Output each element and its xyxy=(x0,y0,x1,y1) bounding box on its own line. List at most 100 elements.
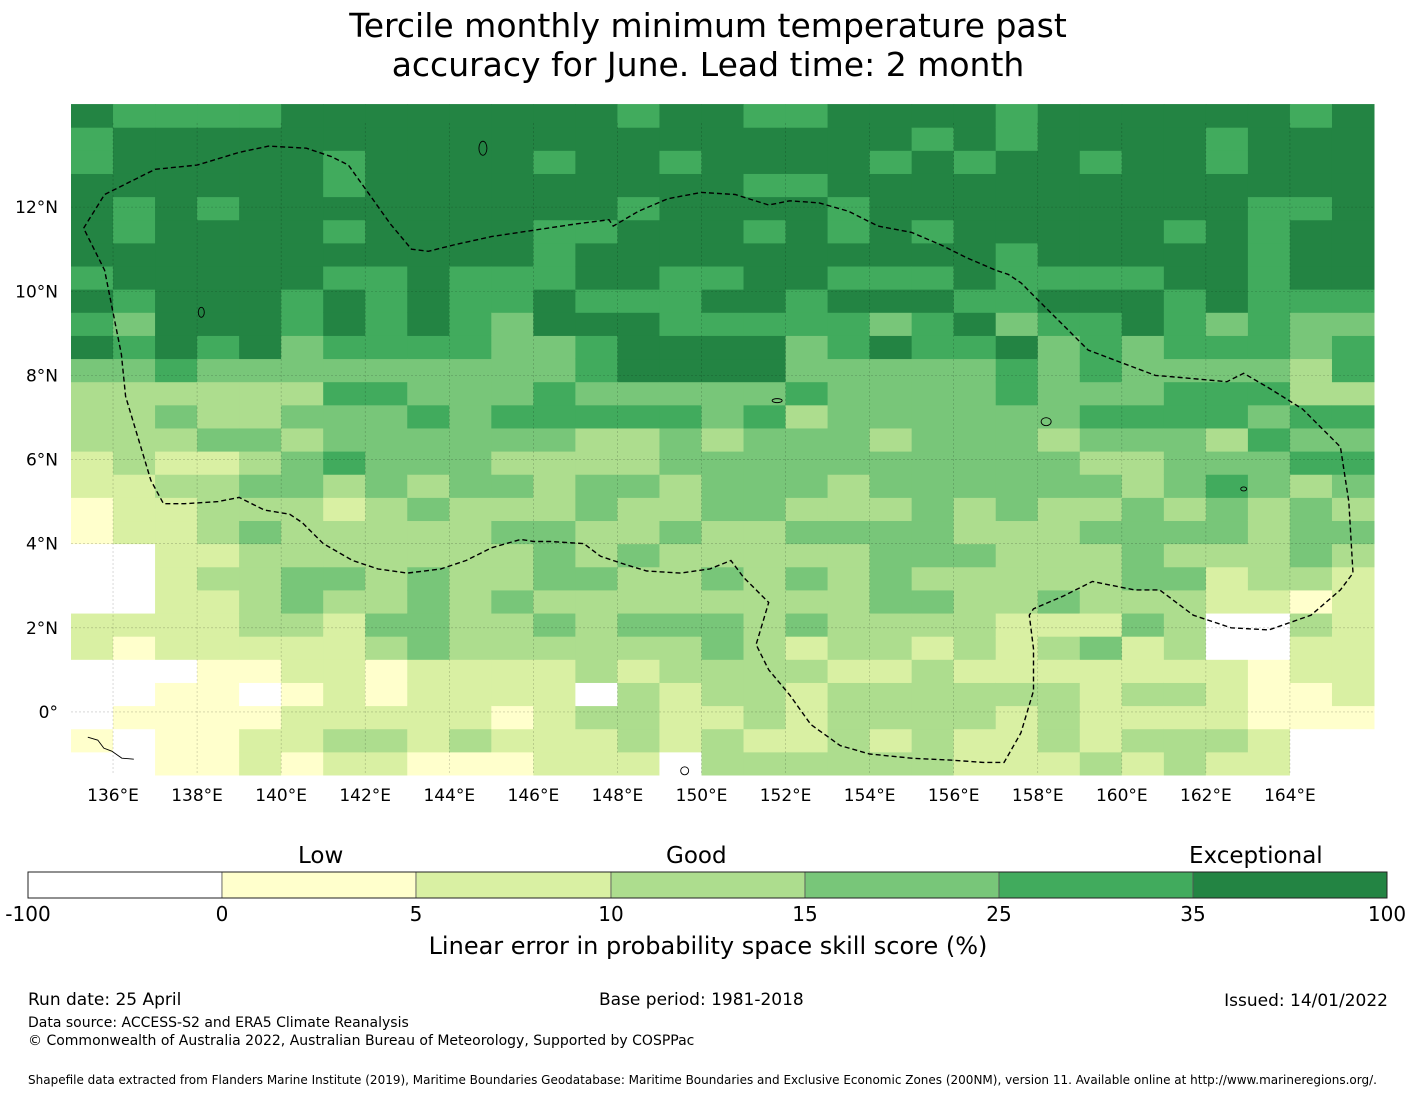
skill-cell xyxy=(785,659,829,683)
skill-cell xyxy=(533,728,576,753)
skill-cell xyxy=(239,589,282,614)
skill-cell xyxy=(491,219,534,244)
skill-cell xyxy=(1331,520,1375,545)
lon-tick-label: 146°E xyxy=(508,786,560,806)
skill-cell xyxy=(869,219,913,244)
skill-cell xyxy=(239,497,282,522)
skill-cell xyxy=(1331,728,1375,753)
skill-cell xyxy=(407,196,450,221)
skill-cell xyxy=(239,520,282,545)
skill-cell xyxy=(197,266,240,290)
skill-cell xyxy=(197,381,240,406)
skill-cell xyxy=(323,173,366,198)
skill-cell xyxy=(407,104,450,128)
skill-cell xyxy=(533,751,576,776)
skill-cell xyxy=(1163,404,1207,429)
skill-cell xyxy=(827,196,871,221)
skill-cell xyxy=(1205,451,1249,475)
skill-cell xyxy=(113,659,156,683)
skill-cell xyxy=(323,427,366,452)
skill-cell xyxy=(911,566,955,591)
skill-cell xyxy=(71,358,114,383)
skill-cell xyxy=(533,242,576,267)
lon-tick-label: 164°E xyxy=(1264,786,1316,806)
skill-cell xyxy=(785,520,829,545)
skill-cell xyxy=(869,173,913,198)
skill-cell xyxy=(449,520,492,545)
skill-cell xyxy=(1121,497,1165,522)
skill-cell xyxy=(743,358,787,383)
skill-cell xyxy=(827,150,871,174)
skill-cell xyxy=(701,266,745,290)
skill-cell xyxy=(659,543,702,568)
skill-cell xyxy=(743,682,787,707)
skill-cell xyxy=(239,358,282,383)
island-outline xyxy=(1040,417,1052,427)
skill-cell xyxy=(659,636,702,660)
skill-cell xyxy=(449,289,492,313)
skill-cell xyxy=(197,312,240,336)
skill-cell xyxy=(575,196,618,221)
skill-cell xyxy=(1163,266,1207,290)
skill-cell xyxy=(1121,127,1165,151)
graticule xyxy=(71,123,1374,775)
skill-cell xyxy=(911,497,955,522)
skill-cell xyxy=(1289,127,1333,151)
skill-cell xyxy=(1121,543,1165,568)
skill-cell xyxy=(1205,335,1249,360)
skill-cell xyxy=(1247,728,1291,753)
skill-cell xyxy=(1247,335,1291,360)
skill-cell xyxy=(323,751,366,776)
skill-cell xyxy=(995,312,1039,336)
skill-cell xyxy=(911,451,955,475)
skill-cell xyxy=(785,474,829,498)
colorbar-segment xyxy=(610,871,806,899)
skill-cell xyxy=(1037,613,1081,637)
skill-cell xyxy=(1247,682,1291,707)
skill-cell xyxy=(1289,566,1333,591)
skill-cell xyxy=(533,381,576,406)
skill-cell xyxy=(239,173,282,198)
skill-cell xyxy=(533,427,576,452)
skill-cell xyxy=(1079,659,1123,683)
skill-cell xyxy=(239,104,282,128)
skill-cell xyxy=(1205,427,1249,452)
skill-cell xyxy=(365,474,408,498)
skill-cell xyxy=(743,728,787,753)
skill-cell xyxy=(701,705,745,730)
skill-cell xyxy=(323,474,366,498)
skill-cell xyxy=(365,289,408,313)
skill-cell xyxy=(953,566,997,591)
skill-cell xyxy=(407,474,450,498)
skill-cell xyxy=(1037,566,1081,591)
skill-cell xyxy=(911,173,955,198)
skill-cell xyxy=(449,381,492,406)
skill-cell xyxy=(911,127,955,151)
skill-cell xyxy=(575,404,618,429)
skill-cell xyxy=(491,751,534,776)
skill-cell xyxy=(281,242,324,267)
skill-cell xyxy=(659,474,702,498)
skill-cell xyxy=(659,150,702,174)
skill-cell xyxy=(449,451,492,475)
skill-cell xyxy=(1079,682,1123,707)
skill-cell xyxy=(1205,520,1249,545)
skill-cell xyxy=(869,127,913,151)
skill-cell xyxy=(365,705,408,730)
skill-cell xyxy=(701,751,745,776)
skill-cell xyxy=(1331,589,1375,614)
skill-cell xyxy=(1037,659,1081,683)
island-outline xyxy=(680,766,690,776)
skill-cell xyxy=(953,104,997,128)
skill-cell xyxy=(239,219,282,244)
skill-cell xyxy=(281,219,324,244)
skill-cell xyxy=(911,613,955,637)
skill-cell xyxy=(407,705,450,730)
skill-cell xyxy=(113,751,156,776)
skill-cell xyxy=(701,636,745,660)
skill-cell xyxy=(323,659,366,683)
skill-cell xyxy=(239,196,282,221)
skill-cell xyxy=(239,404,282,429)
skill-cell xyxy=(743,566,787,591)
skill-cell xyxy=(953,497,997,522)
